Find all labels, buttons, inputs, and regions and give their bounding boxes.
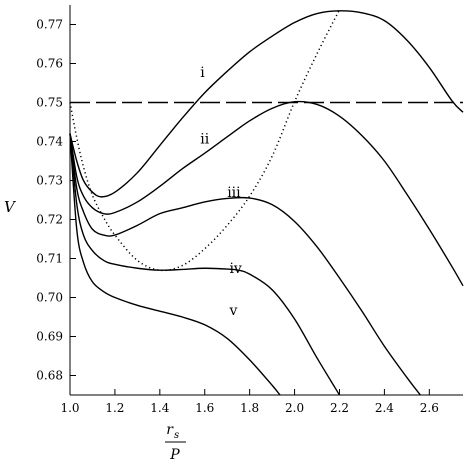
- y-ticks: 0.68 0.69 0.70 0.71 0.72 0.73 0.74 0.75 0.76 0.77: [36, 18, 76, 383]
- x-tick-label: 1.0: [60, 401, 79, 415]
- x-ticks: 1.0 1.2 1.4 1.6 1.8 2.0 2.2 2.4 2.6: [60, 389, 439, 415]
- x-tick-label: 2.0: [285, 401, 304, 415]
- series-line-iii: [69, 133, 421, 396]
- series-group: [69, 9, 464, 396]
- x-tick-label: 1.2: [105, 401, 124, 415]
- curve-label-iv: iv: [229, 261, 241, 277]
- y-tick-label: 0.68: [36, 369, 63, 383]
- y-tick-label: 0.72: [36, 213, 63, 227]
- series-line-v: [69, 133, 281, 396]
- curve-label-i: i: [200, 65, 205, 81]
- series-line-ii: [69, 100, 464, 287]
- curve-label-v: v: [228, 303, 237, 319]
- x-label-denominator: P: [169, 447, 180, 463]
- y-tick-label: 0.69: [36, 330, 63, 344]
- y-tick-label: 0.77: [36, 18, 63, 32]
- y-tick-label: 0.75: [36, 96, 63, 110]
- series-line-i: [69, 10, 464, 198]
- plot-area: 1.0 1.2 1.4 1.6 1.8 2.0 2.2 2.4 2.6 0.68 0.69 0.70…: [36, 5, 464, 415]
- curve-label-ii: ii: [200, 131, 209, 147]
- y-tick-label: 0.76: [36, 57, 63, 71]
- y-tick-label: 0.70: [36, 291, 63, 305]
- x-tick-label: 1.8: [240, 401, 259, 415]
- series-line-dotted: [69, 9, 341, 272]
- y-tick-label: 0.71: [36, 252, 63, 266]
- x-tick-label: 2.2: [330, 401, 349, 415]
- x-axis-label: r s P: [165, 422, 186, 463]
- x-tick-label: 2.4: [375, 401, 394, 415]
- y-tick-label: 0.74: [36, 135, 63, 149]
- x-tick-label: 1.4: [150, 401, 169, 415]
- curve-label-iii: iii: [227, 185, 241, 201]
- x-tick-label: 2.6: [420, 401, 439, 415]
- x-tick-label: 1.6: [195, 401, 214, 415]
- x-label-subscript: s: [174, 430, 179, 441]
- series-line-iv: [69, 133, 341, 396]
- y-tick-label: 0.73: [36, 174, 63, 188]
- x-label-numerator: r: [166, 422, 174, 438]
- y-axis-label: V: [4, 198, 17, 216]
